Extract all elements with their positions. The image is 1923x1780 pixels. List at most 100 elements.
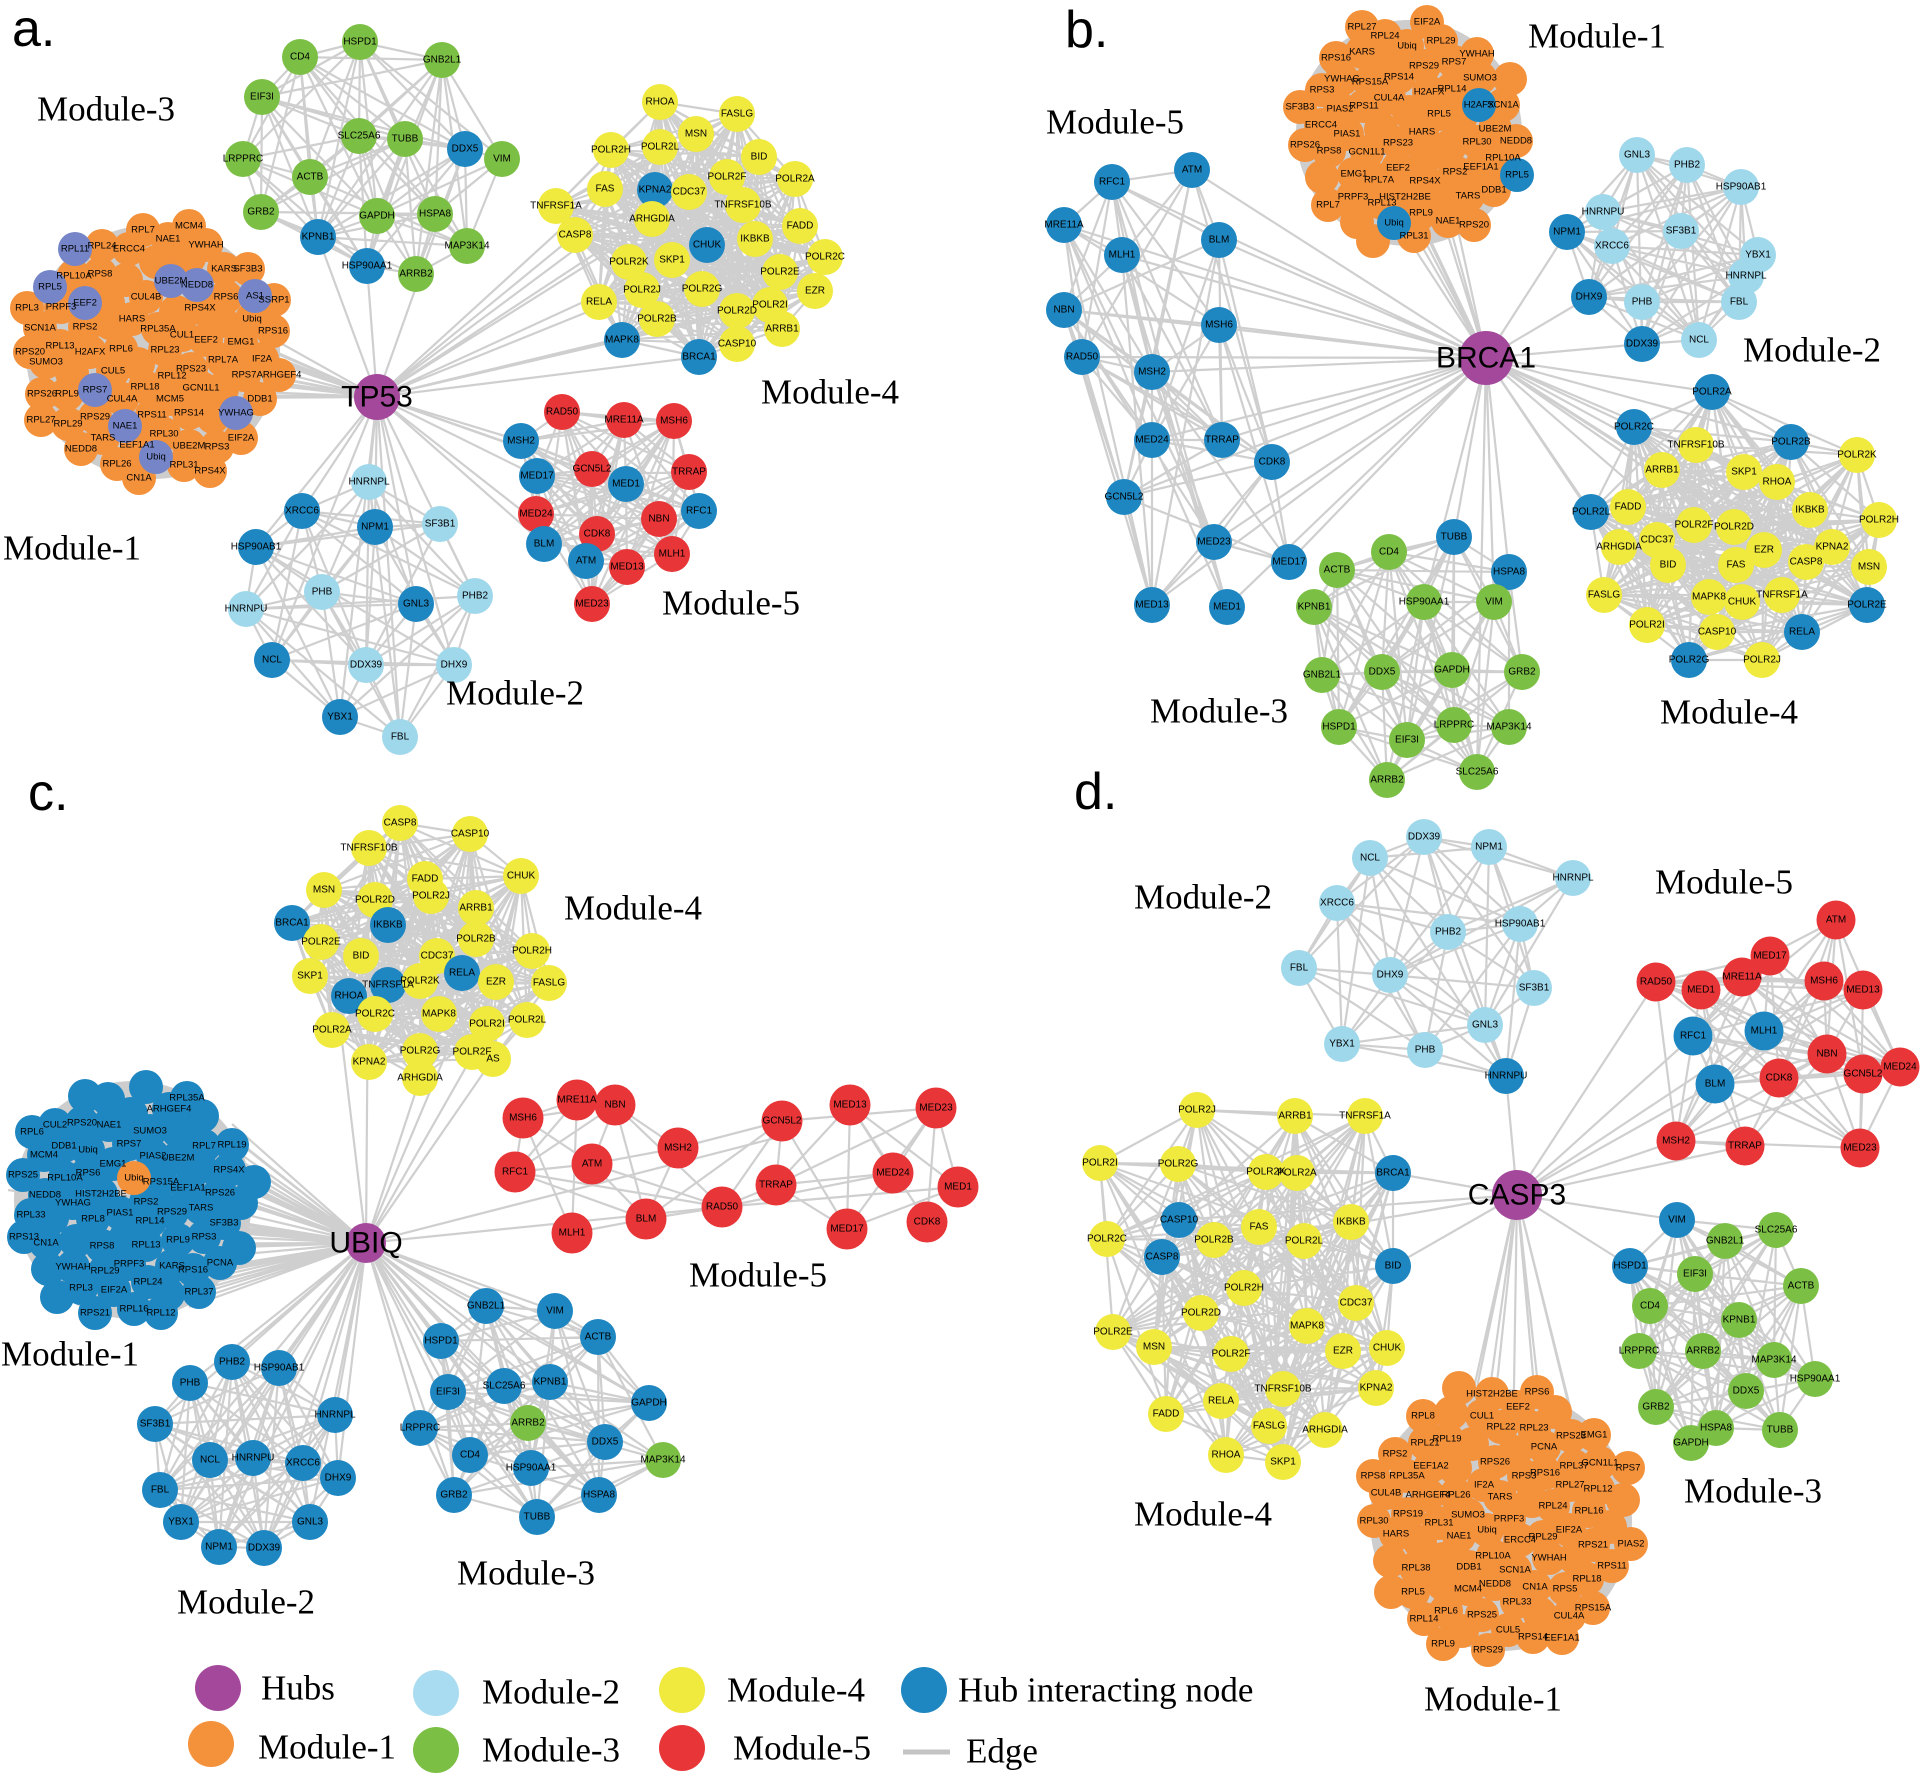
- svg-text:MRE11A: MRE11A: [604, 415, 644, 426]
- svg-text:DDX5: DDX5: [1733, 1386, 1760, 1397]
- svg-text:Module-1: Module-1: [1, 1335, 139, 1374]
- svg-text:ARHGEF4: ARHGEF4: [147, 1104, 192, 1115]
- svg-text:BRCA1: BRCA1: [1436, 342, 1536, 375]
- svg-text:RPS26: RPS26: [1480, 1457, 1510, 1468]
- svg-text:KARS: KARS: [211, 264, 237, 275]
- svg-text:HNRNPL: HNRNPL: [348, 477, 390, 488]
- svg-text:EEF2: EEF2: [1386, 163, 1410, 174]
- svg-text:RPL35A: RPL35A: [169, 1093, 205, 1104]
- svg-text:CDC37: CDC37: [673, 187, 706, 198]
- svg-text:PHB: PHB: [180, 1378, 201, 1389]
- svg-text:RPS20: RPS20: [15, 347, 45, 358]
- svg-text:SLC25A6: SLC25A6: [483, 1381, 526, 1392]
- svg-text:NCL: NCL: [1360, 853, 1380, 864]
- svg-text:FBL: FBL: [1730, 297, 1749, 308]
- svg-text:HSPD1: HSPD1: [343, 37, 377, 48]
- svg-text:RPS16: RPS16: [178, 1265, 208, 1276]
- svg-text:NAE1: NAE1: [1447, 1531, 1472, 1542]
- svg-text:FAS: FAS: [1727, 560, 1746, 571]
- svg-text:Module-4: Module-4: [727, 1671, 865, 1710]
- svg-text:YBX1: YBX1: [1329, 1039, 1355, 1050]
- svg-text:PHB: PHB: [312, 587, 333, 598]
- svg-text:POLR2E: POLR2E: [1093, 1327, 1133, 1338]
- svg-text:ARRB1: ARRB1: [459, 903, 493, 914]
- svg-text:MED13: MED13: [1135, 600, 1169, 611]
- svg-text:HSPA8: HSPA8: [583, 1490, 615, 1501]
- svg-text:RPL5: RPL5: [1505, 170, 1529, 181]
- svg-text:RHOA: RHOA: [1212, 1450, 1241, 1461]
- svg-text:POLR2K: POLR2K: [609, 257, 649, 268]
- svg-text:RPS25: RPS25: [1467, 1610, 1497, 1621]
- svg-text:HNRNPU: HNRNPU: [1485, 1071, 1528, 1082]
- svg-text:RPL13: RPL13: [131, 1240, 160, 1251]
- svg-text:XRCC6: XRCC6: [286, 1458, 320, 1469]
- svg-text:CUL4B: CUL4B: [1371, 1488, 1402, 1499]
- svg-text:FAS: FAS: [1250, 1222, 1269, 1233]
- svg-text:POLR2F: POLR2F: [1212, 1349, 1251, 1360]
- svg-text:FASLG: FASLG: [533, 978, 565, 989]
- svg-text:KPNB1: KPNB1: [302, 232, 335, 243]
- svg-text:HARS: HARS: [119, 314, 145, 325]
- svg-text:CUL4A: CUL4A: [107, 394, 138, 405]
- svg-text:RPL27: RPL27: [1347, 22, 1376, 33]
- svg-text:CASP8: CASP8: [1146, 1252, 1179, 1263]
- svg-text:HNRNPU: HNRNPU: [1582, 207, 1625, 218]
- svg-text:RPL18: RPL18: [1572, 1574, 1601, 1585]
- svg-text:Module-2: Module-2: [1134, 878, 1272, 917]
- svg-text:PRPF3: PRPF3: [114, 1259, 145, 1270]
- svg-text:RPS26: RPS26: [1290, 140, 1320, 151]
- svg-text:VIM: VIM: [1485, 597, 1503, 608]
- svg-text:GCN5L2: GCN5L2: [573, 464, 612, 475]
- svg-text:RAD50: RAD50: [1066, 352, 1099, 363]
- svg-text:GCN1L1: GCN1L1: [1582, 1458, 1619, 1469]
- svg-text:EEF2: EEF2: [1506, 1402, 1530, 1413]
- svg-text:VIM: VIM: [1668, 1215, 1686, 1226]
- svg-text:MSH6: MSH6: [509, 1113, 537, 1124]
- svg-text:HSPA8: HSPA8: [419, 209, 451, 220]
- svg-text:CASP10: CASP10: [1160, 1215, 1199, 1226]
- svg-text:TRRAP: TRRAP: [759, 1180, 793, 1191]
- svg-text:RPS29: RPS29: [80, 412, 110, 423]
- svg-text:KPNB1: KPNB1: [1723, 1315, 1756, 1326]
- svg-text:Hubs: Hubs: [261, 1669, 335, 1708]
- svg-text:POLR2C: POLR2C: [805, 252, 845, 263]
- svg-text:Module-1: Module-1: [1528, 17, 1666, 56]
- svg-text:RPS7: RPS7: [1616, 1463, 1641, 1474]
- svg-text:RPL30: RPL30: [149, 429, 178, 440]
- svg-text:ERCC4: ERCC4: [1504, 1535, 1536, 1546]
- svg-text:RPL30: RPL30: [1359, 1516, 1388, 1527]
- svg-text:RPL7A: RPL7A: [1364, 175, 1395, 186]
- svg-text:Ubiq: Ubiq: [1397, 41, 1417, 52]
- svg-text:NAE1: NAE1: [1436, 216, 1461, 227]
- svg-text:RPS6: RPS6: [1525, 1387, 1550, 1398]
- svg-text:NCL: NCL: [262, 655, 282, 666]
- svg-text:POLR2G: POLR2G: [1158, 1159, 1199, 1170]
- svg-text:RPL29: RPL29: [1528, 1532, 1557, 1543]
- svg-text:GAPDH: GAPDH: [631, 1398, 667, 1409]
- svg-text:RPS4X: RPS4X: [194, 466, 226, 477]
- svg-text:TUBB: TUBB: [1767, 1425, 1794, 1436]
- svg-text:GCN1L1: GCN1L1: [183, 383, 220, 394]
- svg-text:RPS26: RPS26: [27, 389, 57, 400]
- svg-text:RPL29: RPL29: [90, 1266, 119, 1277]
- svg-text:RPS19: RPS19: [1393, 1509, 1423, 1520]
- svg-text:LRPPRC: LRPPRC: [223, 154, 264, 165]
- svg-text:CDC37: CDC37: [1641, 535, 1674, 546]
- svg-text:MCM4: MCM4: [1454, 1584, 1482, 1595]
- svg-text:Ubiq: Ubiq: [242, 314, 262, 325]
- svg-text:RAD50: RAD50: [706, 1202, 739, 1213]
- svg-text:CUL4B: CUL4B: [131, 292, 162, 303]
- svg-text:TNFRSF10B: TNFRSF10B: [1254, 1384, 1312, 1395]
- svg-text:MED24: MED24: [1135, 435, 1169, 446]
- svg-text:NPM1: NPM1: [1475, 842, 1503, 853]
- svg-text:RPL7: RPL7: [192, 1141, 216, 1152]
- svg-text:POLR2E: POLR2E: [301, 937, 341, 948]
- svg-text:SUMO3: SUMO3: [1463, 73, 1497, 84]
- svg-text:MED24: MED24: [876, 1168, 910, 1179]
- svg-text:XRCC6: XRCC6: [1320, 898, 1354, 909]
- svg-text:RPL12: RPL12: [157, 371, 186, 382]
- svg-text:CASP8: CASP8: [559, 230, 592, 241]
- svg-text:IKBKB: IKBKB: [373, 920, 403, 931]
- svg-text:POLR2E: POLR2E: [760, 267, 800, 278]
- svg-text:RPS3: RPS3: [192, 1232, 217, 1243]
